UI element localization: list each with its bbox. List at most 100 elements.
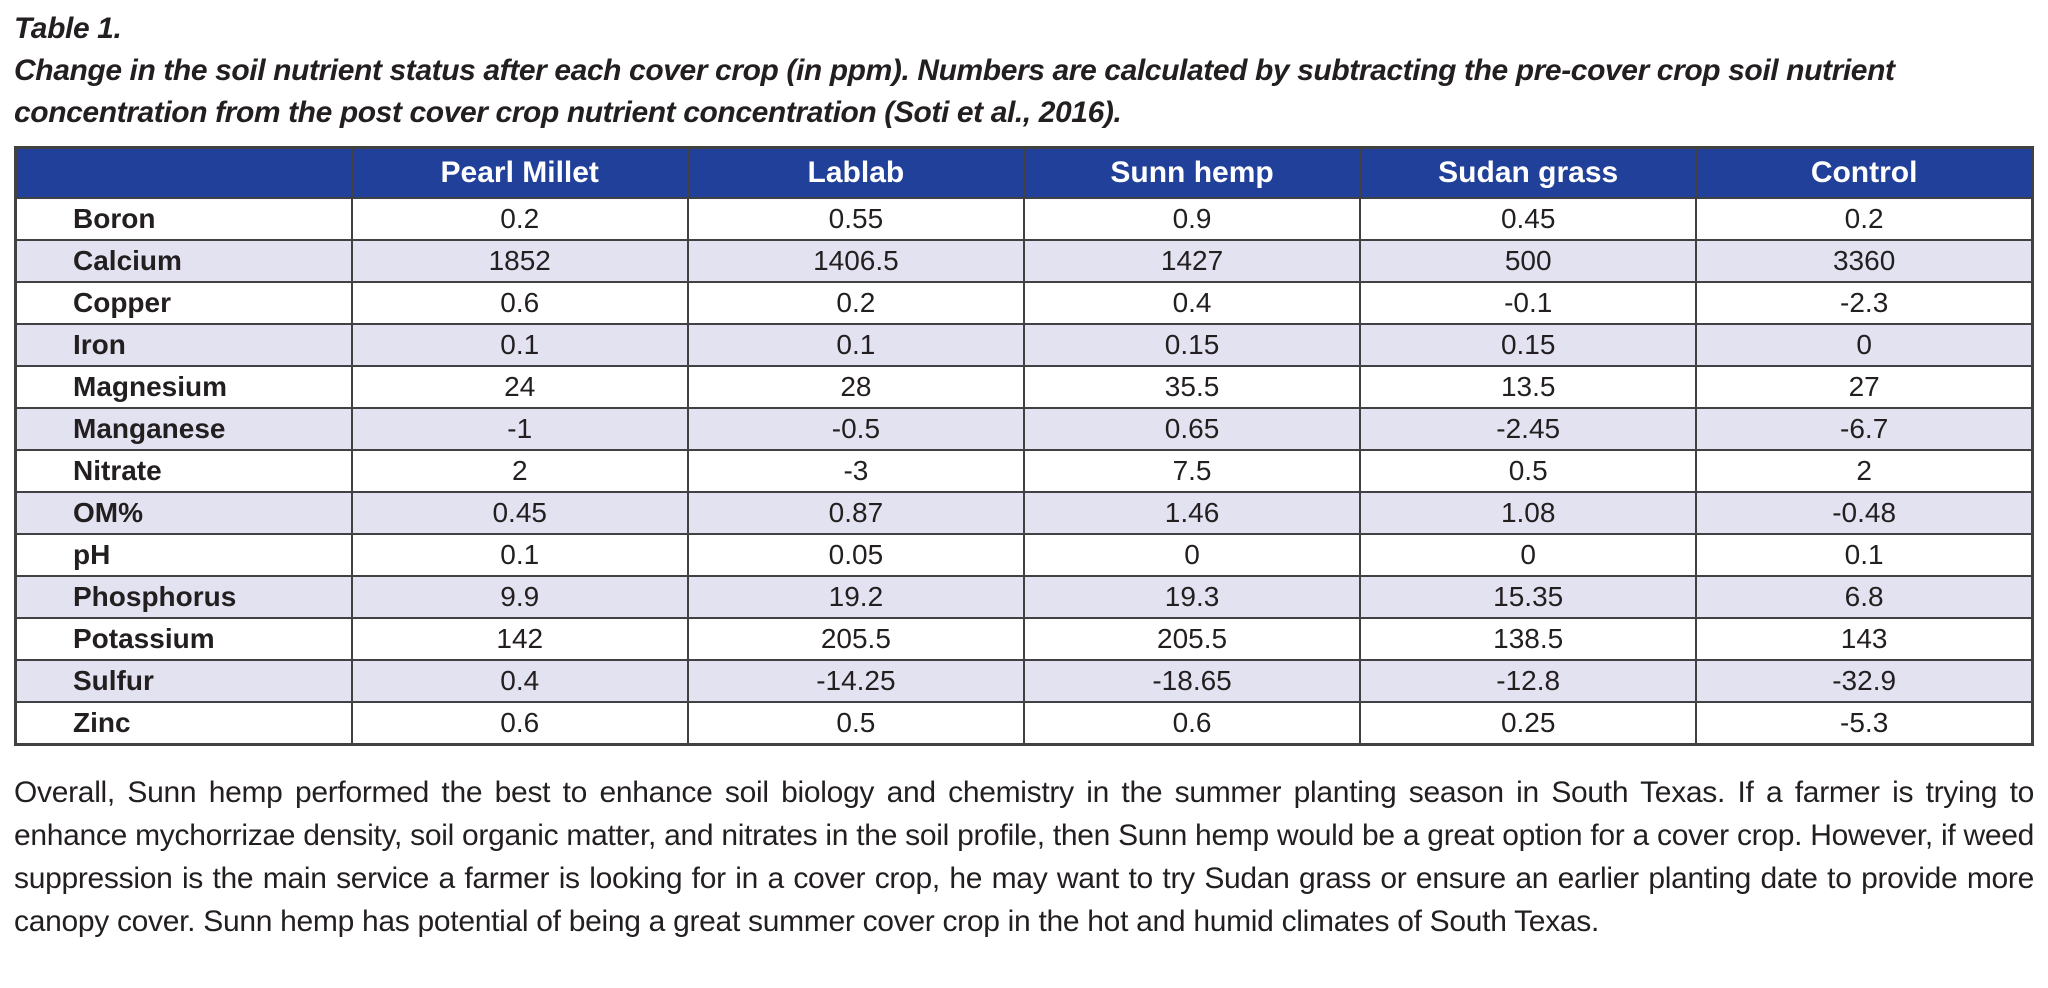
row-label: Iron [14,323,353,367]
cell-value: 0.45 [350,491,689,535]
table-row: pH 0.1 0.05 0 0 0.1 [14,533,2034,577]
cell-value: -2.3 [1695,281,2034,325]
cell-value: 0 [1359,533,1698,577]
cell-value: 0.55 [686,197,1025,241]
cell-value: 143 [1695,617,2034,661]
cell-value: 35.5 [1022,365,1362,409]
cell-value: -0.5 [686,407,1025,451]
cell-value: 1427 [1022,239,1362,283]
cell-value: 0.05 [686,533,1025,577]
summary-paragraph: Overall, Sunn hemp performed the best to… [14,776,2034,938]
table-row: OM% 0.45 0.87 1.46 1.08 -0.48 [14,491,2034,535]
cell-value: 2 [350,449,689,493]
row-label: Zinc [14,701,353,746]
table-body: Boron 0.2 0.55 0.9 0.45 0.2 Calcium 1852 1406.5 1… [14,197,2034,746]
cell-value: 2 [1695,449,2034,493]
table-row: Zinc 0.6 0.5 0.6 0.25 -5.3 [14,701,2034,746]
cell-value: 205.5 [686,617,1025,661]
table-row: Calcium 1852 1406.5 1427 500 3360 [14,239,2034,283]
table-row: Boron 0.2 0.55 0.9 0.45 0.2 [14,197,2034,241]
cell-value: -14.25 [686,659,1025,703]
cell-value: 0.6 [350,281,689,325]
cell-value: 0.15 [1359,323,1698,367]
cell-value: 9.9 [350,575,689,619]
cell-value: 1406.5 [686,239,1025,283]
row-label: Magnesium [14,365,353,409]
row-label: Phosphorus [14,575,353,619]
table-row: Copper 0.6 0.2 0.4 -0.1 -2.3 [14,281,2034,325]
cell-value: 0.4 [1022,281,1362,325]
cell-value: 0.4 [350,659,689,703]
cell-value: 0.6 [1022,701,1362,746]
table-row: Phosphorus 9.9 19.2 19.3 15.35 6.8 [14,575,2034,619]
table-row: Nitrate 2 -3 7.5 0.5 2 [14,449,2034,493]
table-row: Magnesium 24 28 35.5 13.5 27 [14,365,2034,409]
cell-value: 0.1 [350,323,689,367]
cell-value: -0.48 [1695,491,2034,535]
cell-value: 0.87 [686,491,1025,535]
cell-value: 0.15 [1022,323,1362,367]
cell-value: 205.5 [1022,617,1362,661]
cell-value: 7.5 [1022,449,1362,493]
cell-value: 0.2 [686,281,1025,325]
column-header: Pearl Millet [350,146,689,199]
cell-value: 0.5 [1359,449,1698,493]
corner-header-cell [14,146,353,199]
row-label: pH [14,533,353,577]
title-block: Table 1. Change in the soil nutrient sta… [14,8,2034,134]
cell-value: 0.65 [1022,407,1362,451]
cell-value: 13.5 [1359,365,1698,409]
cell-value: 0.2 [1695,197,2034,241]
column-header: Sudan grass [1359,146,1698,199]
row-label: OM% [14,491,353,535]
cell-value: 6.8 [1695,575,2034,619]
cell-value: 0.25 [1359,701,1698,746]
table-row: Iron 0.1 0.1 0.15 0.15 0 [14,323,2034,367]
row-label: Potassium [14,617,353,661]
table-caption: Change in the soil nutrient status after… [14,54,1895,129]
cell-value: 0.2 [350,197,689,241]
cell-value: -3 [686,449,1025,493]
cell-value: 0.1 [350,533,689,577]
table-row: Manganese -1 -0.5 0.65 -2.45 -6.7 [14,407,2034,451]
row-label: Copper [14,281,353,325]
row-label: Sulfur [14,659,353,703]
cell-value: 0.1 [686,323,1025,367]
cell-value: -6.7 [1695,407,2034,451]
cell-value: -2.45 [1359,407,1698,451]
table-number-title: Table 1. [14,12,122,45]
cell-value: 24 [350,365,689,409]
cell-value: -1 [350,407,689,451]
cell-value: 0.1 [1695,533,2034,577]
cell-value: 500 [1359,239,1698,283]
cell-value: 0.9 [1022,197,1362,241]
cell-value: -12.8 [1359,659,1698,703]
cell-value: -32.9 [1695,659,2034,703]
cell-value: 1852 [350,239,689,283]
row-label: Nitrate [14,449,353,493]
table-row: Potassium 142 205.5 205.5 138.5 143 [14,617,2034,661]
cell-value: 19.3 [1022,575,1362,619]
row-label: Manganese [14,407,353,451]
header-row: Pearl Millet Lablab Sunn hemp Sudan grass Co… [14,146,2034,199]
cell-value: 1.08 [1359,491,1698,535]
soil-nutrient-table: Pearl Millet Lablab Sunn hemp Sudan grass Co… [14,146,2034,746]
cell-value: 138.5 [1359,617,1698,661]
cell-value: 0.45 [1359,197,1698,241]
row-label: Boron [14,197,353,241]
cell-value: 0.5 [686,701,1025,746]
cell-value: -0.1 [1359,281,1698,325]
cell-value: 15.35 [1359,575,1698,619]
column-header: Sunn hemp [1022,146,1362,199]
table-row: Sulfur 0.4 -14.25 -18.65 -12.8 -32.9 [14,659,2034,703]
table-header: Pearl Millet Lablab Sunn hemp Sudan grass Co… [14,146,2034,199]
column-header: Lablab [686,146,1025,199]
cell-value: -5.3 [1695,701,2034,746]
cell-value: 0.6 [350,701,689,746]
row-label: Calcium [14,239,353,283]
cell-value: 27 [1695,365,2034,409]
cell-value: 0 [1022,533,1362,577]
cell-value: 1.46 [1022,491,1362,535]
cell-value: 142 [350,617,689,661]
cell-value: 28 [686,365,1025,409]
